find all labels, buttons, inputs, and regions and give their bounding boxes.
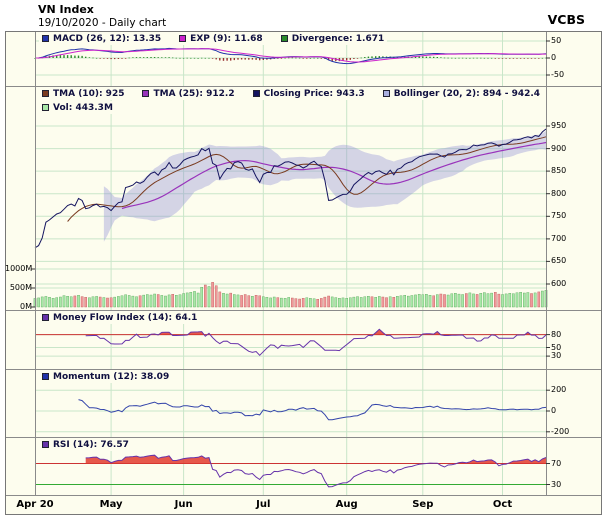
price-axis-tick-label: 850	[551, 166, 567, 176]
volume-axis-tick-label: 0M	[20, 302, 32, 311]
legend-item-bollinger: Bollinger (20, 2): 894 - 942.4	[382, 88, 541, 99]
page-title: VN Index	[38, 3, 94, 16]
bollinger-series-swatch	[382, 90, 390, 97]
legend-item-mfi: Money Flow Index (14): 64.1	[42, 313, 197, 323]
momentum-axis-tick-label: -200	[551, 426, 570, 436]
x-axis-month-label: Aug	[335, 499, 358, 510]
x-axis-month-label: Jul	[256, 499, 271, 510]
price-axis-tick-label: 650	[551, 256, 567, 266]
legend-item-momentum: Momentum (12): 38.09	[42, 372, 169, 382]
price-legend-row1: TMA (10): 925 TMA (25): 912.2 Closing Pr…	[39, 87, 544, 100]
x-axis-month-label: Apr 20	[16, 499, 54, 510]
price-axis-tick-label: 600	[551, 279, 567, 288]
bollinger-legend-label: Bollinger (20, 2): 894 - 942.4	[393, 88, 541, 99]
momentum-legend-label: Momentum (12): 38.09	[53, 371, 170, 382]
x-axis-month-label: May	[99, 499, 123, 510]
macd-legend: MACD (26, 12): 13.35 EXP (9): 11.68 Dive…	[39, 32, 388, 45]
price-axis-tick-label: 900	[551, 143, 567, 153]
legend-item-divergence: Divergence: 1.671	[280, 33, 385, 44]
macd-axis-tick-label: 50	[551, 36, 562, 45]
rsi-legend-label: RSI (14): 76.57	[53, 439, 129, 450]
momentum-axis-tick-label: 0	[551, 406, 557, 415]
macd-series-swatch	[42, 35, 49, 42]
mfi-legend: Money Flow Index (14): 64.1	[39, 311, 201, 324]
mfi-series-swatch	[42, 314, 49, 321]
momentum-legend: Momentum (12): 38.09	[39, 370, 173, 383]
closing-price-series-swatch	[252, 90, 260, 97]
exp-series-swatch	[179, 35, 187, 42]
legend-item-tma25: TMA (25): 912.2	[142, 88, 235, 99]
momentum-axis-tick-label: 200	[551, 385, 567, 395]
legend-item-closing-price: Closing Price: 943.3	[252, 88, 365, 99]
legend-item-macd: MACD (26, 12): 13.35	[42, 34, 161, 44]
tma25-series-swatch	[142, 90, 150, 97]
chart-header: VN Index 19/10/2020 - Daily chart VCBS	[0, 0, 607, 31]
legend-item-rsi: RSI (14): 76.57	[42, 440, 129, 450]
rsi-axis-tick-label: 70	[551, 458, 562, 468]
legend-item-volume: Vol: 443.3M	[42, 103, 113, 113]
price-legend-row2: Vol: 443.3M	[39, 101, 116, 114]
chart-date-subtitle: 19/10/2020 - Daily chart	[38, 17, 167, 29]
rsi-series-swatch	[42, 441, 49, 448]
closing-price-legend-label: Closing Price: 943.3	[263, 88, 365, 99]
macd-axis-tick-label: 0	[551, 53, 557, 62]
rsi-axis-tick-label: 30	[551, 479, 562, 489]
divergence-legend-label: Divergence: 1.671	[291, 33, 385, 44]
chart-area: MACD (26, 12): 13.35 EXP (9): 11.68 Dive…	[5, 31, 602, 515]
price-axis-tick-label: 950	[551, 121, 567, 130]
price-axis-tick-label: 700	[551, 233, 567, 243]
exp-legend-label: EXP (9): 11.68	[190, 33, 263, 44]
divergence-series-swatch	[280, 35, 288, 42]
macd-axis-tick-label: -50	[551, 70, 565, 79]
price-axis-tick-label: 800	[551, 188, 567, 198]
tma10-legend-label: TMA (10): 925	[53, 88, 125, 99]
volume-axis-tick-label: 500M	[9, 283, 32, 292]
volume-series-swatch	[42, 104, 49, 111]
legend-item-tma10: TMA (10): 925	[42, 89, 124, 99]
price-axis-tick-label: 750	[551, 211, 567, 221]
brand-logo: VCBS	[547, 12, 585, 27]
rsi-legend: RSI (14): 76.57	[39, 438, 132, 451]
mfi-axis-tick-label: 50	[551, 342, 562, 352]
momentum-series-swatch	[42, 373, 49, 380]
mfi-legend-label: Money Flow Index (14): 64.1	[53, 312, 198, 323]
x-axis-month-label: Jun	[174, 499, 193, 510]
tma25-legend-label: TMA (25): 912.2	[153, 88, 235, 99]
legend-item-exp: EXP (9): 11.68	[179, 34, 263, 44]
tma10-series-swatch	[42, 90, 49, 97]
mfi-axis-tick-label: 30	[551, 351, 562, 361]
mfi-axis-tick-label: 80	[551, 329, 562, 339]
x-axis-month-label: Oct	[492, 499, 513, 510]
x-axis-month-label: Sep	[412, 499, 434, 510]
macd-legend-label: MACD (26, 12): 13.35	[53, 33, 162, 44]
volume-legend-label: Vol: 443.3M	[53, 102, 113, 113]
chart-canvas	[5, 31, 602, 515]
volume-axis-tick-label: 1000M	[5, 264, 33, 273]
